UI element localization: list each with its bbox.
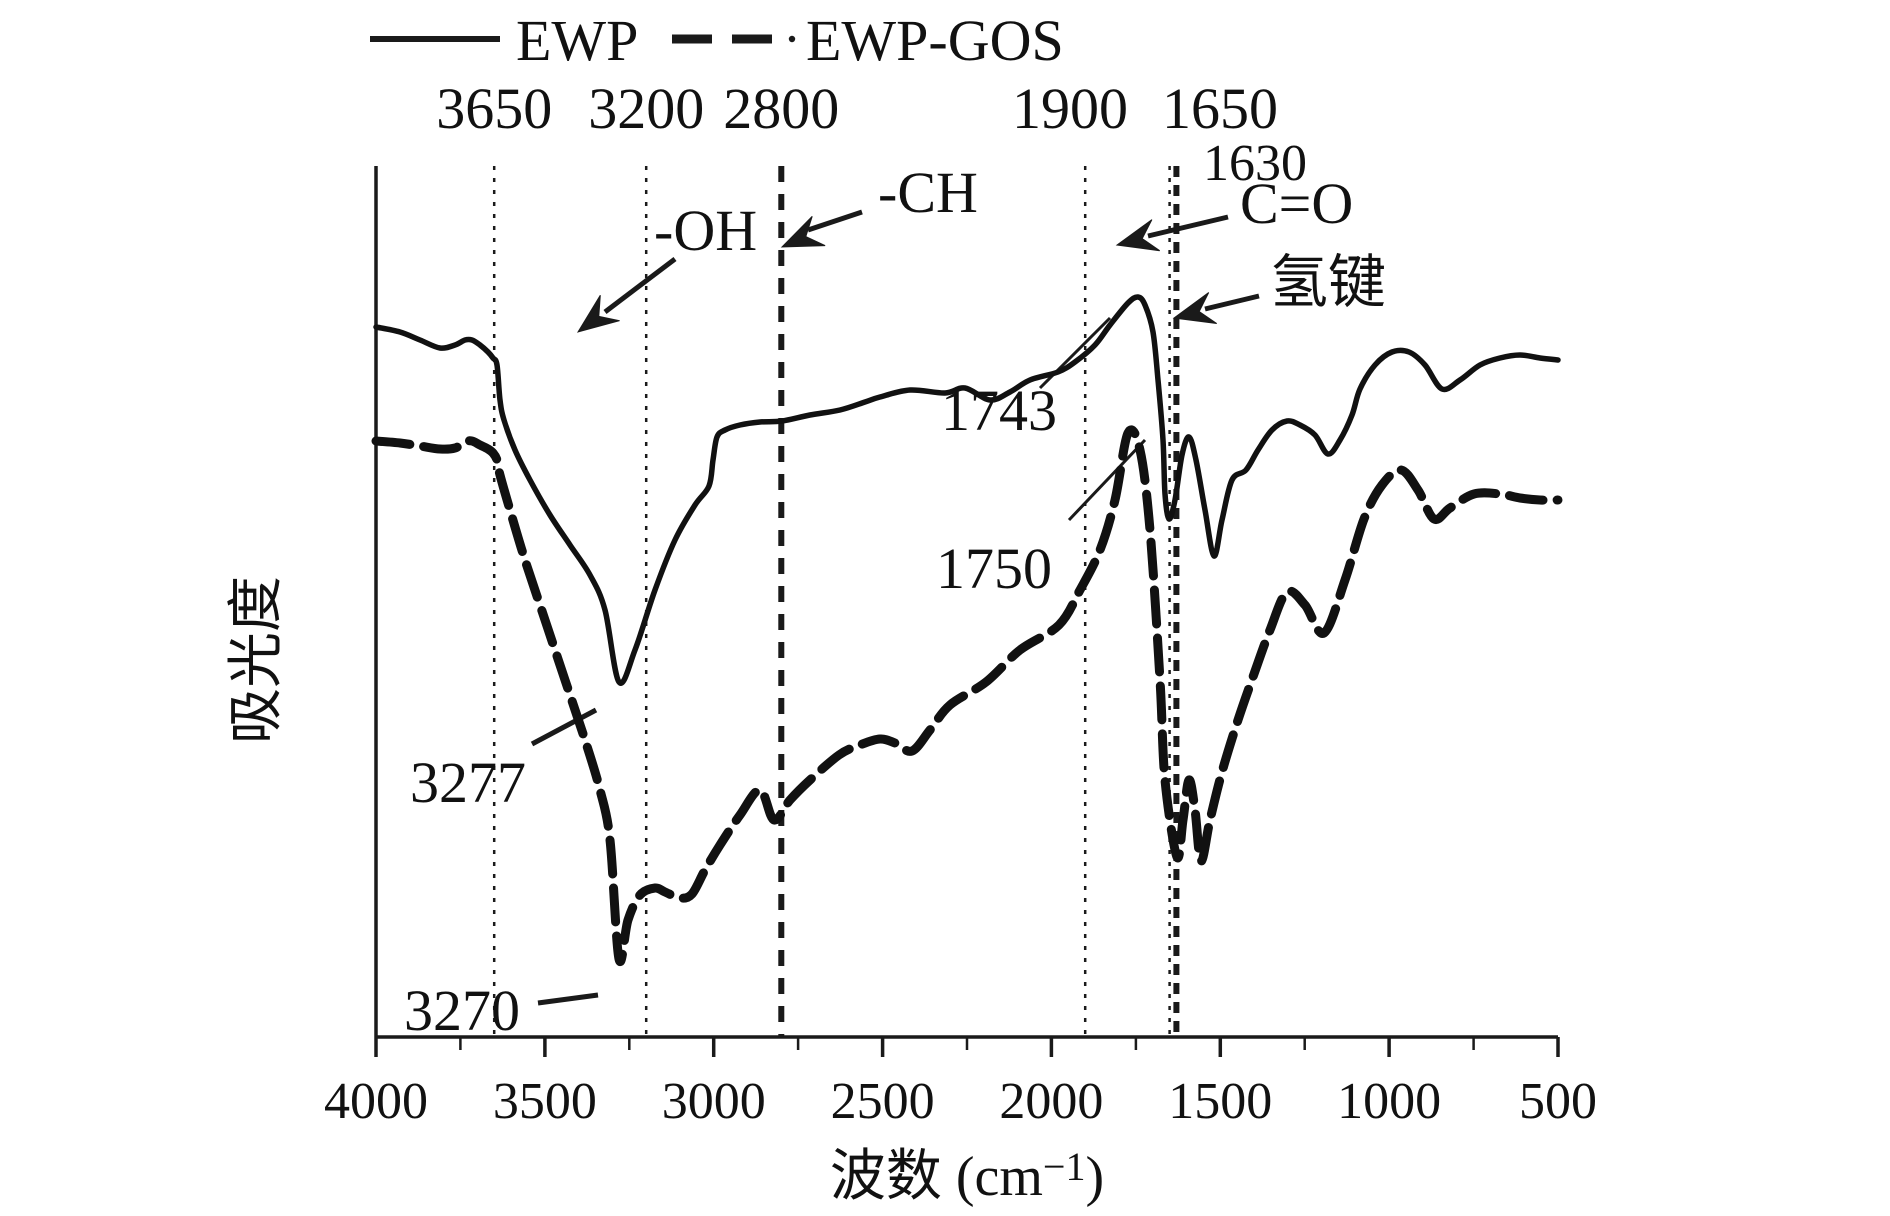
svg-text:-CH: -CH — [878, 160, 978, 225]
svg-text:EWP: EWP — [516, 8, 638, 73]
svg-text:吸光度: 吸光度 — [226, 576, 288, 744]
svg-text:3270: 3270 — [404, 978, 520, 1043]
svg-text:3650: 3650 — [436, 76, 552, 141]
svg-text:1650: 1650 — [1162, 76, 1278, 141]
svg-text:C=O: C=O — [1240, 171, 1353, 236]
svg-text:500: 500 — [1519, 1073, 1597, 1130]
svg-text:EWP-GOS: EWP-GOS — [806, 8, 1064, 73]
svg-text:3200: 3200 — [588, 76, 704, 141]
svg-text:1000: 1000 — [1337, 1073, 1441, 1130]
svg-text:4000: 4000 — [324, 1073, 428, 1130]
svg-text:1900: 1900 — [1012, 76, 1128, 141]
svg-text:3000: 3000 — [662, 1073, 766, 1130]
svg-text:-OH: -OH — [654, 198, 757, 263]
svg-text:1750: 1750 — [936, 536, 1052, 601]
svg-text:氢键: 氢键 — [1270, 250, 1386, 315]
svg-text:2000: 2000 — [999, 1073, 1103, 1130]
svg-text:2800: 2800 — [723, 76, 839, 141]
svg-text:1500: 1500 — [1168, 1073, 1272, 1130]
svg-text:2500: 2500 — [831, 1073, 935, 1130]
svg-text:3277: 3277 — [410, 750, 526, 815]
svg-text:3500: 3500 — [493, 1073, 597, 1130]
